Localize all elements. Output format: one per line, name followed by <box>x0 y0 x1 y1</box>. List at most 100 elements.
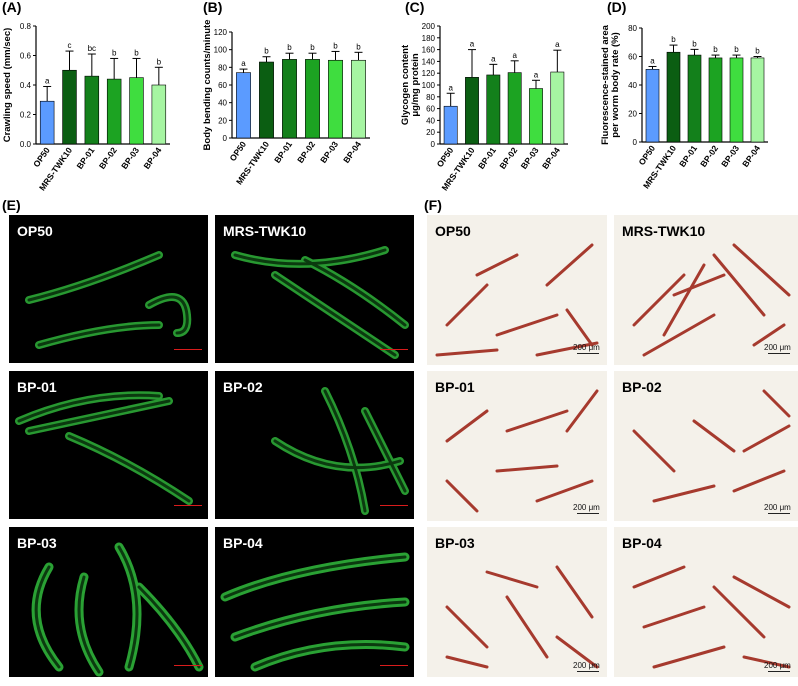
y-axis-label: μg/mg protein <box>410 53 421 117</box>
significance-letter: c <box>68 41 72 50</box>
x-tick-label: OP50 <box>636 143 657 167</box>
y-tick-label: 200 <box>422 22 436 31</box>
panel-label-a: (A) <box>2 0 22 15</box>
brightfield-image-bp-02: BP-02 200 μm <box>614 371 798 521</box>
bar <box>351 59 366 139</box>
bar <box>529 88 543 145</box>
x-tick-label: BP-04 <box>141 145 163 171</box>
bar <box>750 57 765 143</box>
significance-letter: a <box>650 56 655 65</box>
scale-bar <box>174 505 202 506</box>
worm-drawing <box>271 387 409 515</box>
panel-label-b: (B) <box>203 0 223 15</box>
brightfield-label: BP-01 <box>435 379 475 395</box>
bar <box>729 57 744 143</box>
x-tick-label: BP-03 <box>318 139 340 165</box>
worm-drawing <box>31 542 204 677</box>
bar <box>708 57 723 143</box>
fluorescence-label: BP-01 <box>17 379 57 395</box>
scale-text: 200 μm <box>764 503 791 512</box>
y-tick-label: 0.4 <box>20 81 32 90</box>
panel-label-c: (C) <box>405 0 425 15</box>
chart-fluorescence-area: 0 20 40 60 80 Fluorescence-stained area per wo… <box>600 24 768 191</box>
bar <box>151 84 167 145</box>
x-tick-label: BP-04 <box>740 143 762 169</box>
worm-drawing <box>25 251 192 349</box>
significance-letter: b <box>734 45 739 54</box>
bar <box>305 59 320 139</box>
y-tick-label: 180 <box>422 34 436 43</box>
bar <box>443 105 458 145</box>
scale-text: 200 μm <box>573 343 600 352</box>
y-tick-label: 20 <box>628 110 637 119</box>
bar <box>259 61 274 139</box>
brightfield-image-bp-01: BP-01 200 μm <box>427 371 607 521</box>
scale-text: 200 μm <box>764 661 791 670</box>
y-axis-label: Fluorescence-stained area <box>600 24 611 145</box>
fluorescence-image-bp-02: BP-02 <box>215 371 414 519</box>
fluorescence-label: BP-03 <box>17 535 57 551</box>
significance-letter: b <box>692 39 697 48</box>
x-tick-label: OP50 <box>227 139 248 163</box>
significance-letter: b <box>356 42 361 51</box>
brightfield-label: BP-02 <box>622 379 662 395</box>
significance-letter: b <box>671 35 676 44</box>
x-tick-label: OP50 <box>31 145 52 169</box>
significance-letter: b <box>112 48 117 57</box>
x-tick-label: BP-02 <box>295 139 317 165</box>
y-tick-label: 60 <box>426 105 435 114</box>
significance-letter: b <box>134 48 139 57</box>
brightfield-label: OP50 <box>435 223 471 239</box>
significance-letter: b <box>333 41 338 50</box>
bar <box>486 74 501 145</box>
x-tick-label: BP-03 <box>519 145 541 171</box>
x-tick-label: BP-02 <box>698 143 720 169</box>
x-tick-label: BP-01 <box>677 143 699 169</box>
brightfield-label: BP-03 <box>435 535 475 551</box>
x-tick-label: BP-03 <box>719 143 741 169</box>
worm-drawing <box>632 243 791 357</box>
bar <box>62 69 77 145</box>
panel-label-f: (F) <box>424 197 442 213</box>
scale-bar <box>768 353 790 354</box>
significance-letter: b <box>287 43 292 52</box>
y-tick-label: 80 <box>218 63 227 72</box>
y-axis-label: Body bending counts/minute <box>202 20 213 151</box>
scale-bar <box>768 671 790 672</box>
y-tick-label: 0.8 <box>20 22 32 31</box>
y-tick-label: 100 <box>214 46 228 55</box>
brightfield-label: MRS-TWK10 <box>622 223 706 239</box>
y-axis-label: Glycogen content <box>400 44 411 125</box>
y-tick-label: 0 <box>223 134 228 143</box>
y-tick-label: 40 <box>426 116 435 125</box>
scale-bar <box>380 505 408 506</box>
worm-drawing <box>445 389 599 513</box>
brightfield-image-bp-03: BP-03 200 μm <box>427 527 607 677</box>
y-tick-label: 160 <box>422 46 436 55</box>
significance-letter: b <box>755 47 760 56</box>
worm-drawing <box>632 565 791 669</box>
significance-letter: a <box>241 59 246 68</box>
worm-drawing <box>220 552 410 672</box>
scale-text: 200 μm <box>764 343 791 352</box>
bar <box>550 71 565 145</box>
brightfield-image-bp-04: BP-04 200 μm <box>614 527 798 677</box>
significance-letter: a <box>512 51 517 60</box>
worm-drawing <box>445 565 599 669</box>
y-tick-label: 0.0 <box>20 140 32 149</box>
bar <box>282 59 297 139</box>
panel-label-d: (D) <box>607 0 627 15</box>
scale-text: 200 μm <box>573 503 600 512</box>
scale-bar <box>768 513 790 514</box>
worm-drawing <box>632 389 791 503</box>
bar <box>236 72 251 139</box>
y-tick-label: 0.6 <box>20 52 32 61</box>
chart-crawling-speed: 0.0 0.2 0.4 0.6 0.8 Crawling speed (mm/sec) a O… <box>2 22 170 193</box>
fluorescence-label: BP-02 <box>223 379 263 395</box>
y-tick-label: 80 <box>426 93 435 102</box>
scale-text: 200 μm <box>573 661 600 670</box>
y-tick-label: 20 <box>218 116 227 125</box>
brightfield-image-op50: OP50 200 μm <box>427 215 607 365</box>
x-tick-label: BP-04 <box>341 139 363 165</box>
panel-label-e: (E) <box>2 197 21 213</box>
